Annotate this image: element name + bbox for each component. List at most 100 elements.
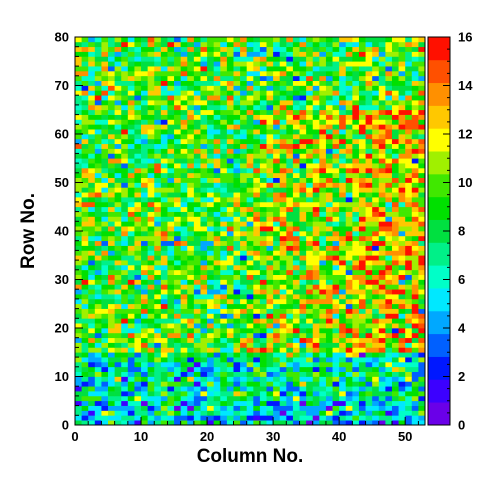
heatmap-cell [141, 192, 148, 198]
heatmap-cell [259, 405, 267, 411]
heatmap-cell [213, 284, 221, 290]
heatmap-cell [266, 172, 274, 178]
heatmap-cell [332, 420, 340, 426]
heatmap-cell [154, 357, 162, 363]
heatmap-cell [127, 235, 135, 242]
heatmap-cell [279, 182, 287, 188]
heatmap-cell [114, 391, 122, 397]
heatmap-cell [167, 337, 175, 343]
heatmap-cell [365, 172, 373, 178]
heatmap-cell [134, 366, 142, 372]
heatmap-cell [207, 231, 215, 237]
heatmap-cell [193, 104, 201, 111]
heatmap-cell [378, 100, 386, 106]
heatmap-cell [101, 75, 109, 81]
heatmap-cell [246, 46, 254, 52]
heatmap-cell [220, 226, 228, 232]
heatmap-cell [154, 294, 162, 300]
heatmap-cell [398, 395, 406, 402]
heatmap-cell [141, 172, 148, 178]
heatmap-cell [325, 342, 333, 348]
heatmap-cell [114, 284, 122, 290]
heatmap-cell [418, 279, 426, 285]
heatmap-cell [292, 410, 300, 416]
heatmap-cell [398, 37, 406, 43]
heatmap-cell [299, 395, 307, 402]
heatmap-cell [226, 410, 234, 416]
heatmap-cell [325, 163, 333, 169]
heatmap-cell [266, 75, 274, 81]
heatmap-cell [332, 415, 340, 421]
heatmap-cell [233, 148, 241, 154]
heatmap-cell [81, 361, 89, 368]
colorbar-band [428, 37, 450, 61]
heatmap-cell [418, 129, 426, 135]
heatmap-cell [147, 167, 155, 174]
heatmap-cell [339, 352, 347, 358]
heatmap-cell [121, 260, 129, 266]
heatmap-cell [378, 104, 386, 111]
heatmap-cell [372, 386, 380, 392]
heatmap-cell [259, 134, 267, 140]
heatmap-cell [332, 148, 340, 154]
heatmap-cell [207, 211, 215, 217]
heatmap-cell [259, 264, 267, 271]
heatmap-cell [358, 342, 366, 348]
heatmap-cell [339, 80, 347, 86]
heatmap-cell [101, 80, 109, 86]
heatmap-cell [174, 216, 182, 222]
heatmap-cell [299, 100, 307, 106]
heatmap-cell [213, 323, 221, 329]
heatmap-cell [160, 100, 168, 106]
heatmap-cell [154, 347, 162, 353]
heatmap-cell [154, 56, 162, 62]
heatmap-cell [121, 182, 129, 188]
heatmap-cell [345, 361, 353, 368]
heatmap-cell [306, 289, 314, 295]
heatmap-cell [75, 109, 82, 115]
heatmap-cell [385, 129, 393, 135]
heatmap-cell [405, 361, 413, 368]
heatmap-cell [246, 197, 254, 203]
heatmap-cell [121, 129, 129, 135]
heatmap-cell [398, 313, 406, 319]
heatmap-cell [358, 129, 366, 135]
heatmap-cell [207, 124, 215, 130]
heatmap-cell [207, 177, 215, 183]
heatmap-cell [147, 211, 155, 217]
heatmap-cell [286, 415, 294, 421]
heatmap-cell [114, 260, 122, 266]
heatmap-cell [233, 167, 241, 174]
heatmap-cell [246, 158, 254, 164]
colorbar-band [428, 219, 450, 243]
heatmap-cell [193, 153, 201, 159]
heatmap-cell [372, 395, 380, 402]
heatmap-cell [365, 109, 373, 115]
heatmap-cell [345, 104, 353, 111]
heatmap-cell [358, 366, 366, 372]
heatmap-cell [332, 95, 340, 101]
heatmap-cell [220, 51, 228, 57]
heatmap-cell [266, 250, 274, 256]
heatmap-cell [134, 153, 142, 159]
heatmap-cell [325, 361, 333, 368]
heatmap-cell [259, 308, 267, 314]
heatmap-cell [174, 124, 182, 130]
heatmap-cell [259, 90, 267, 96]
heatmap-cell [147, 177, 155, 183]
heatmap-cell [365, 129, 373, 135]
heatmap-cell [167, 197, 175, 203]
heatmap-cell [147, 56, 155, 62]
heatmap-cell [121, 70, 129, 77]
heatmap-cell [193, 245, 201, 251]
heatmap-cell [319, 347, 327, 353]
heatmap-cell [372, 250, 380, 256]
heatmap-cell [220, 264, 228, 271]
heatmap-cell [127, 153, 135, 159]
heatmap-cell [174, 187, 182, 193]
heatmap-cell [253, 163, 261, 169]
heatmap-cell [200, 357, 208, 363]
heatmap-cell [411, 260, 419, 266]
heatmap-cell [339, 100, 347, 106]
heatmap-cell [299, 177, 307, 183]
